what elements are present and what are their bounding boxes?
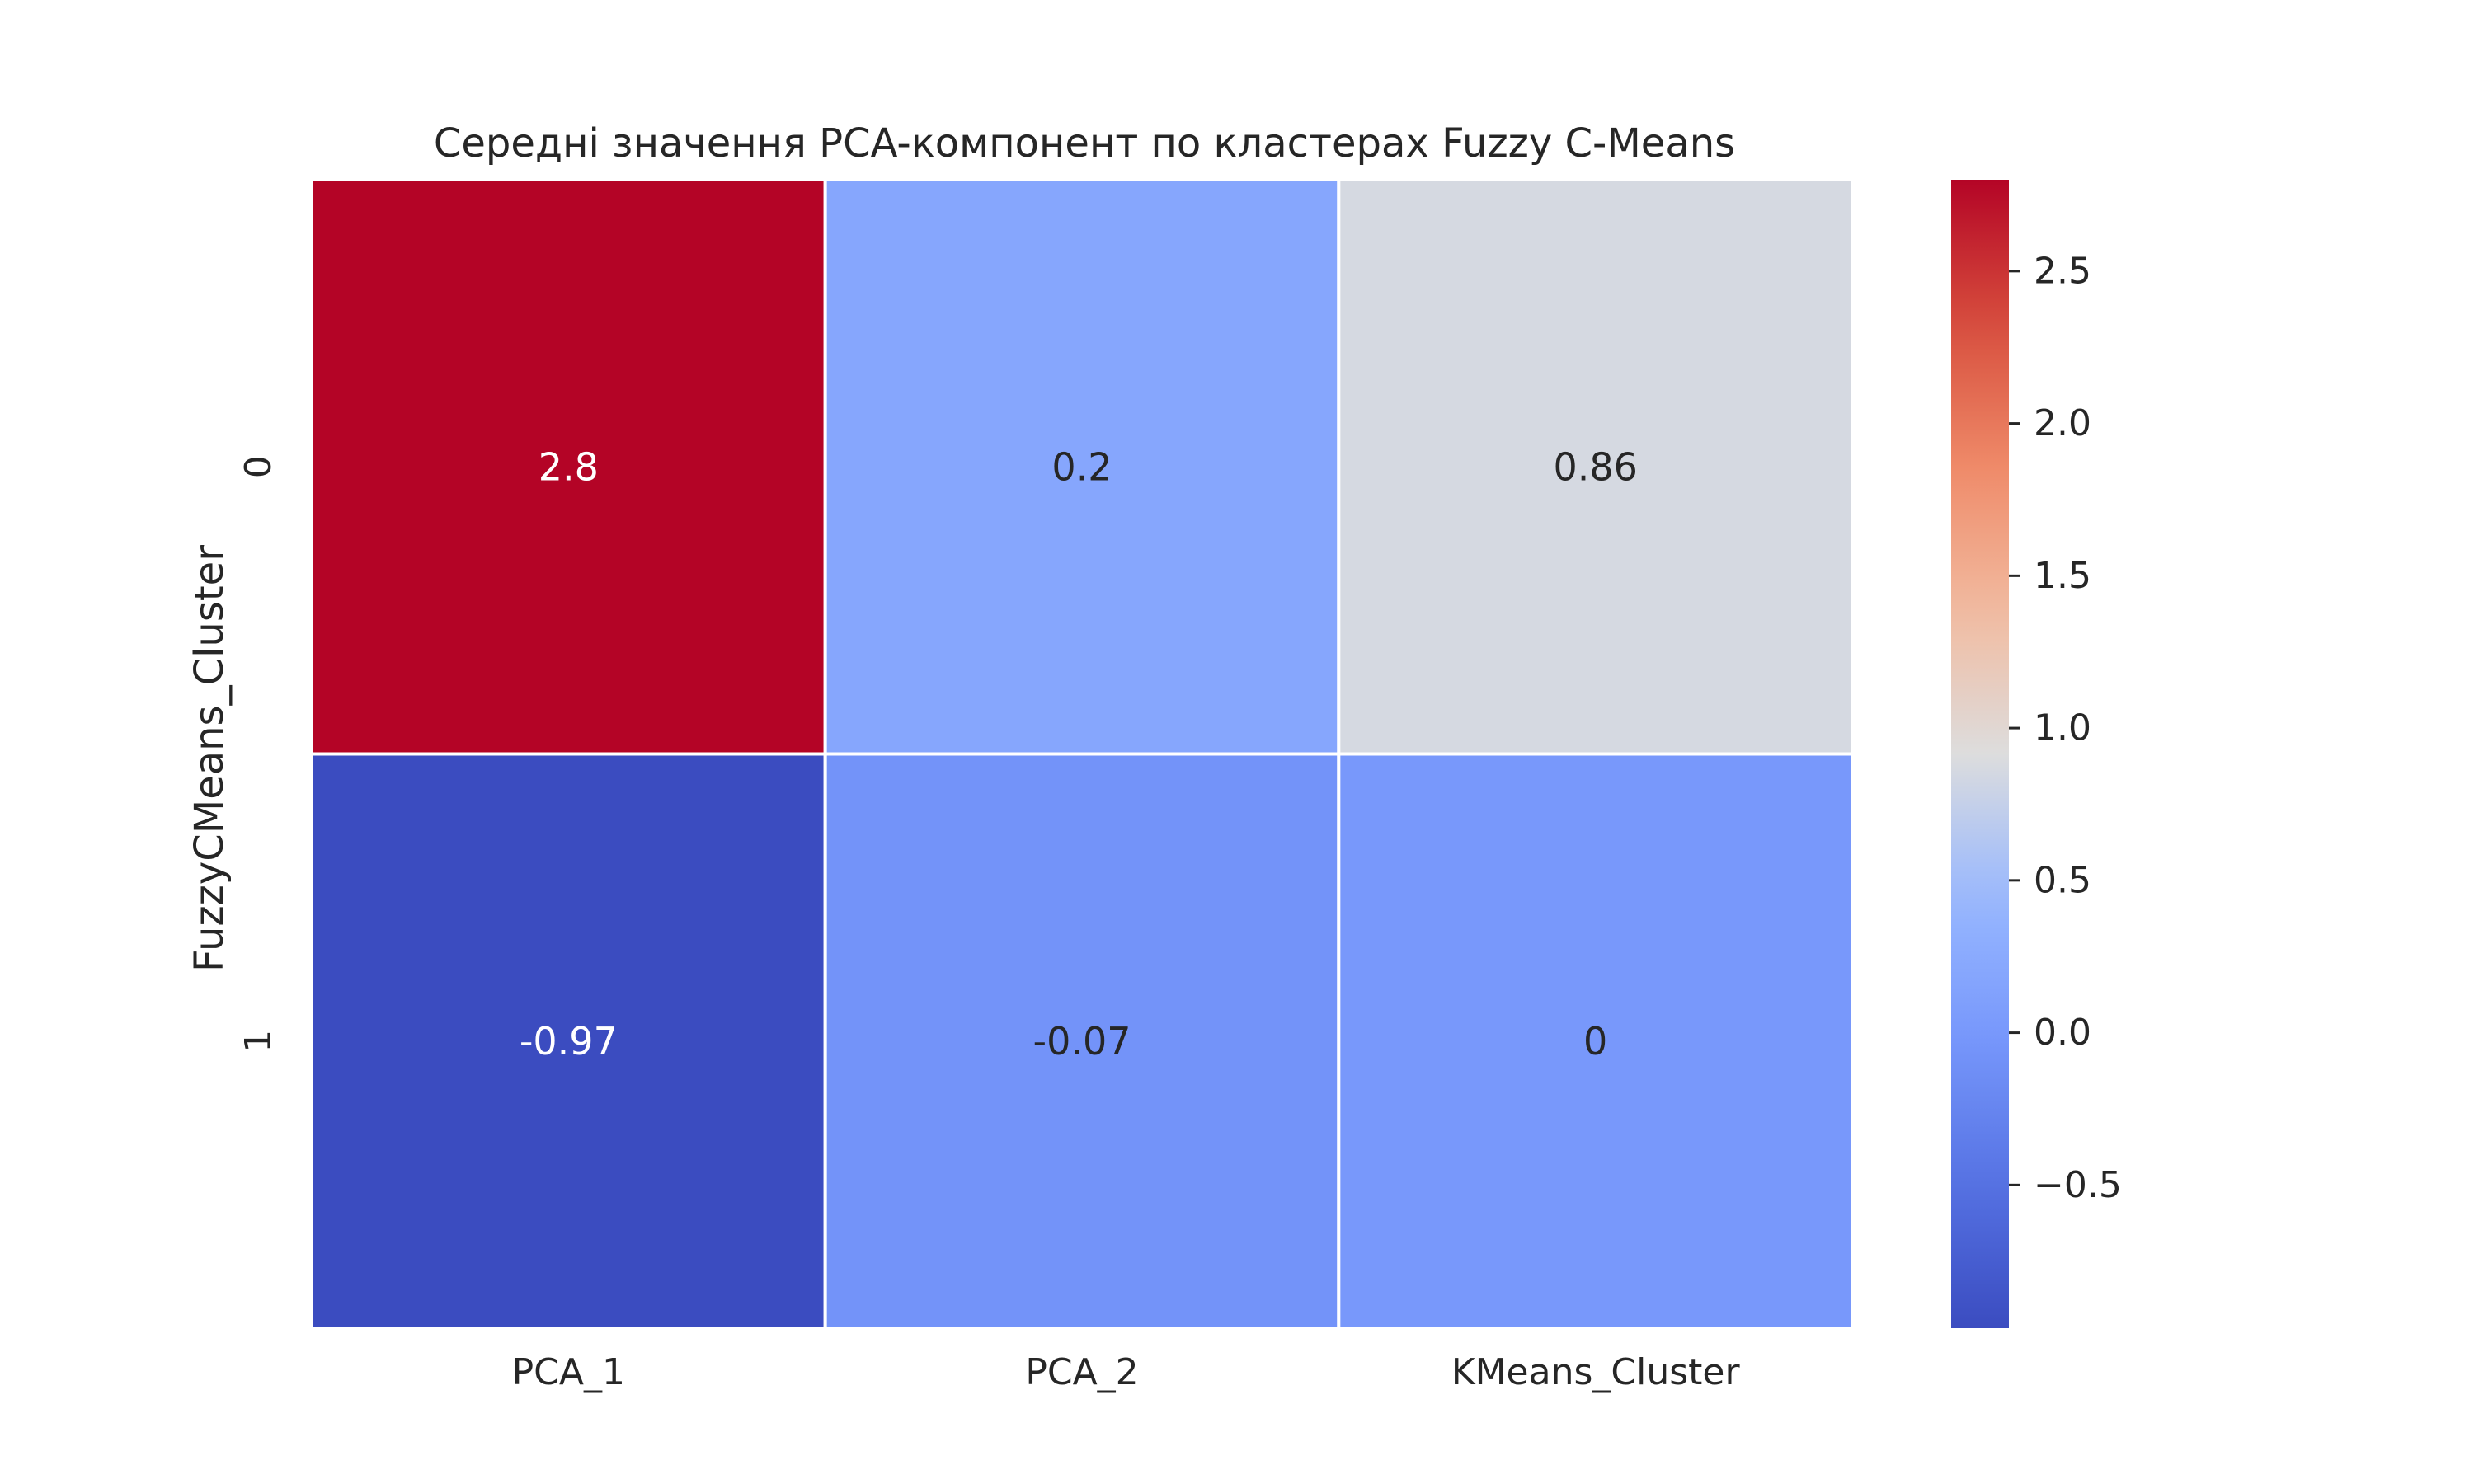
cell-value-label: 0.86 [1553,444,1637,489]
cell-value-label: 0 [1583,1019,1607,1064]
cell-value-label: 0.2 [1051,444,1112,489]
y-tick-labels: 01 [238,455,280,1053]
chart-title: Середні значення PCA-компонент по класте… [434,120,1735,167]
x-tick-labels: PCA_1 PCA_2 KMeans_Cluster [512,1351,1741,1393]
colorbar-ticks: 2.5 2.0 1.5 1.0 0.5 0.0 −0.5 [2009,250,2122,1206]
colorbar [1951,180,2009,1328]
heatmap-cell [1337,178,1855,756]
cell-value-label: 2.8 [539,444,599,489]
colorbar-tick-label: 1.0 [2034,707,2091,749]
heatmap-cell [1337,752,1855,1330]
colorbar-tick-label: −0.5 [2034,1164,2122,1206]
heatmap-cell [823,178,1341,756]
cell-value-label: -0.07 [1032,1019,1131,1064]
x-tick-label: PCA_2 [1025,1351,1138,1393]
colorbar-tick-label: 2.5 [2034,250,2091,292]
x-tick-label: PCA_1 [512,1351,625,1393]
colorbar-tick-label: 2.0 [2034,402,2091,444]
y-tick-label: 0 [238,455,280,478]
colorbar-tick-label: 1.5 [2034,555,2091,597]
heatmap-cell [310,752,827,1330]
x-tick-label: KMeans_Cluster [1451,1351,1741,1393]
heatmap-cell [823,752,1341,1330]
cell-value-label: -0.97 [520,1019,618,1064]
y-tick-label: 1 [238,1030,280,1053]
y-axis-label: FuzzyCMeans_Cluster [186,545,233,972]
colorbar-tick-label: 0.0 [2034,1012,2091,1054]
colorbar-tick-label: 0.5 [2034,859,2091,901]
heatmap-cells: 2.8 0.2 0.86 -0.97 -0.07 0 [310,178,1855,1330]
heatmap-cell [310,178,827,756]
